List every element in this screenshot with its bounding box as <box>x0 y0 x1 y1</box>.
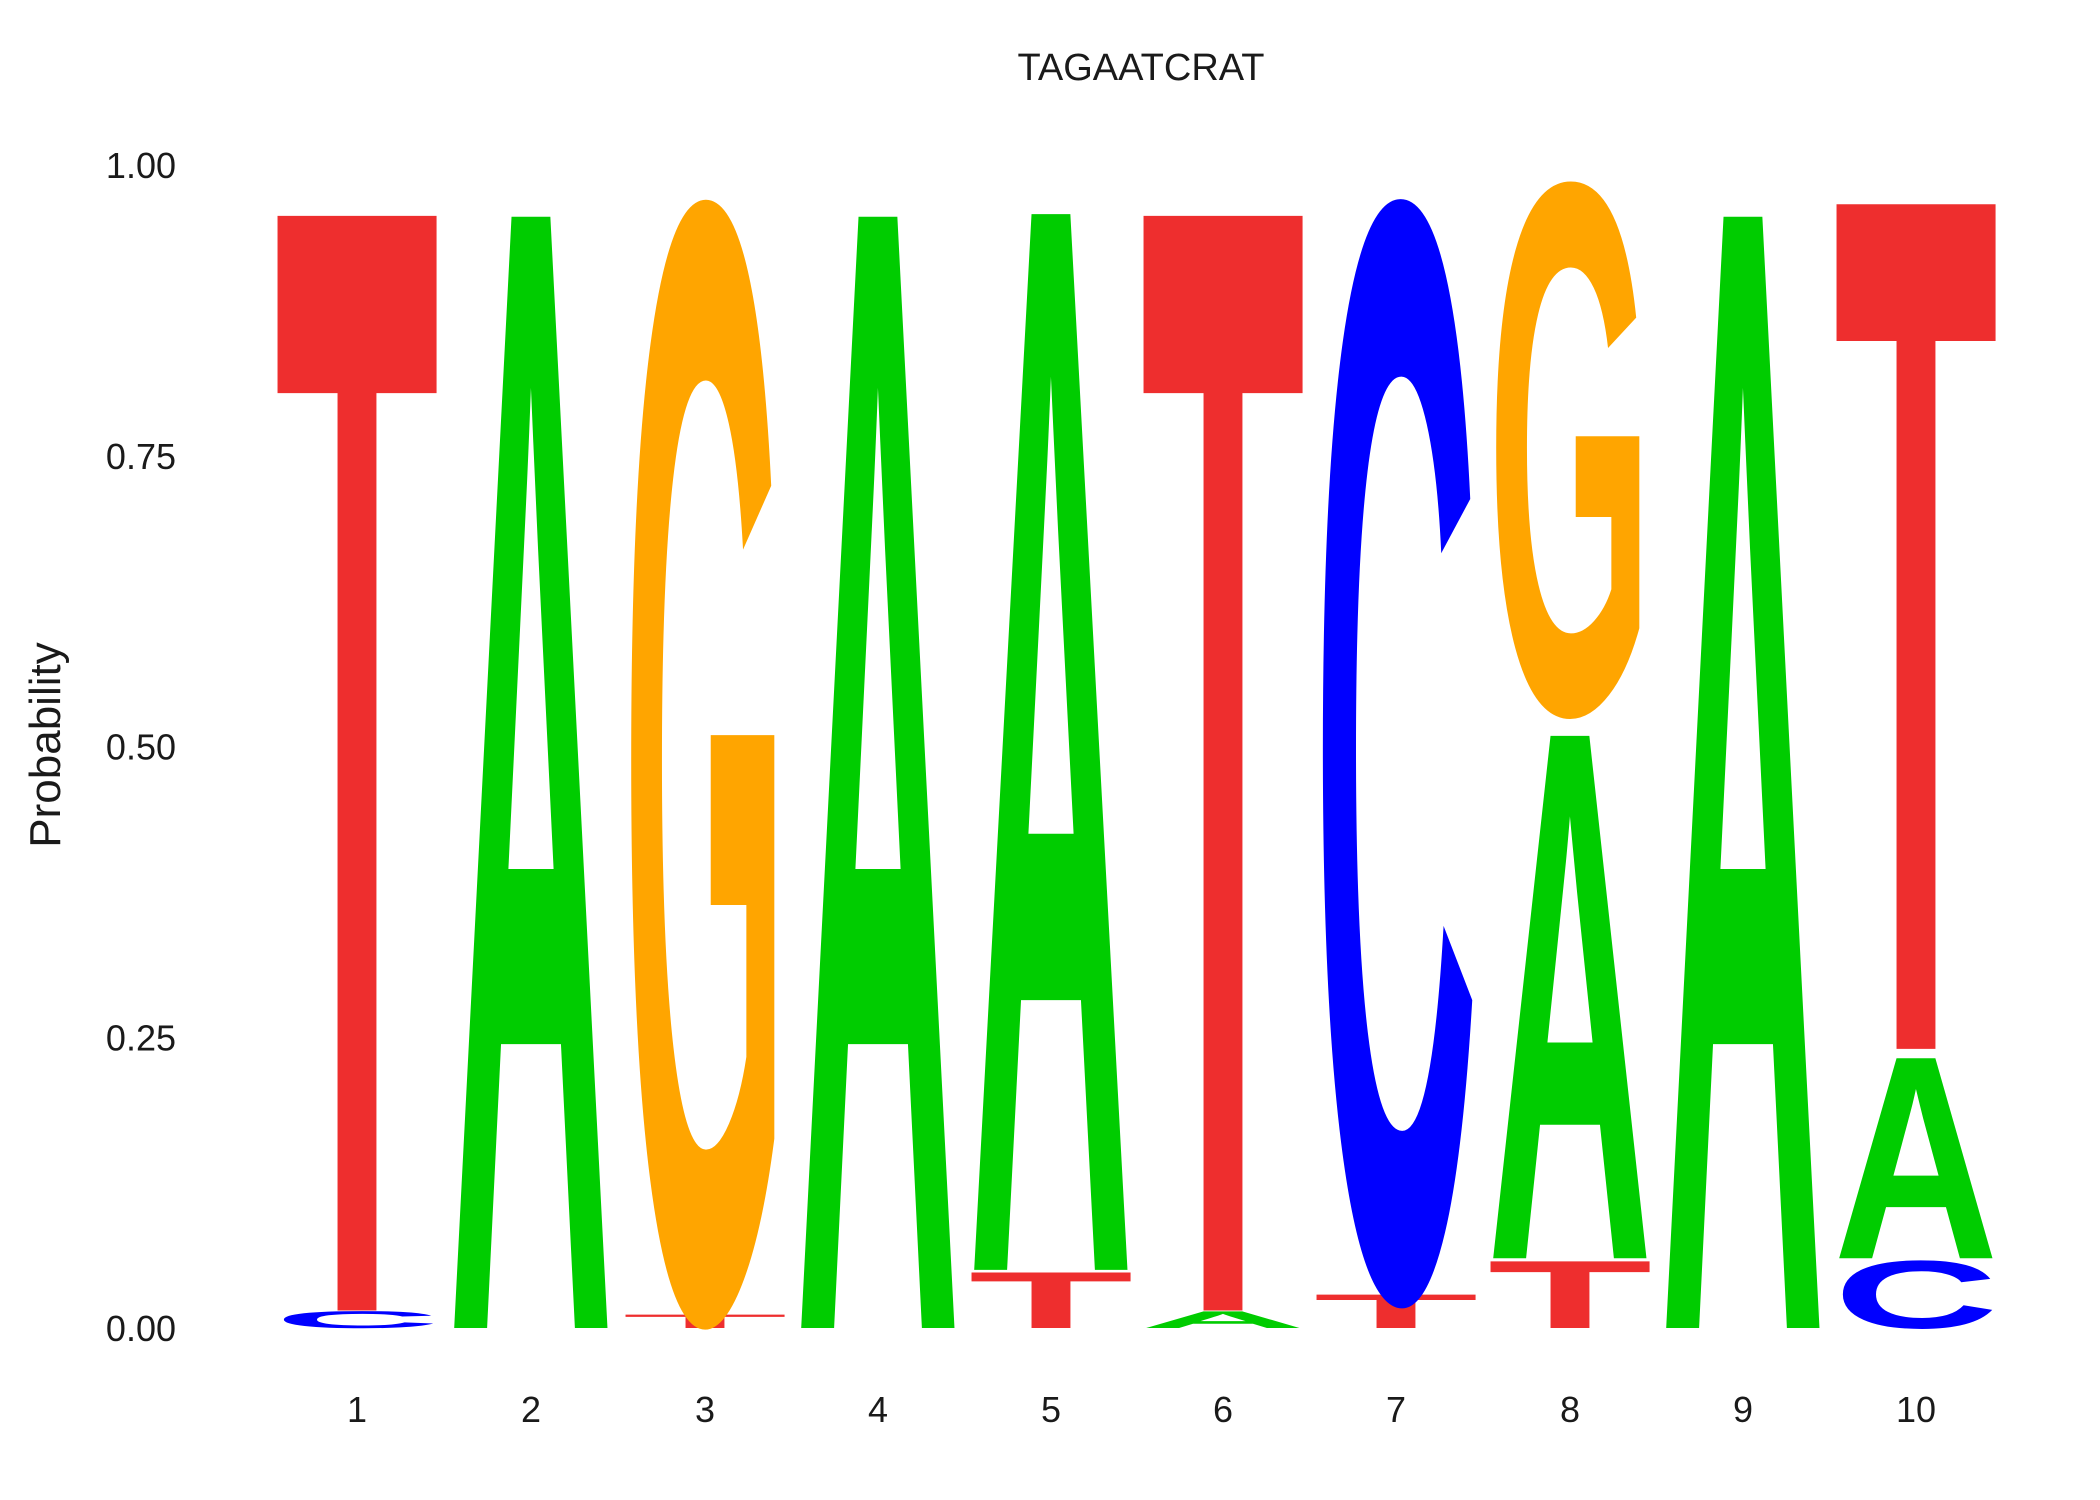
x-tick-label: 1 <box>347 1389 367 1430</box>
y-tick-label: 1.00 <box>106 145 176 186</box>
logo-letter-c: C <box>1834 1241 1999 1349</box>
x-tick-label: 3 <box>695 1389 715 1430</box>
y-tick-label: 0.00 <box>106 1308 176 1349</box>
logo-letter-t: T <box>1141 0 1306 1500</box>
x-tick-label: 4 <box>868 1389 888 1430</box>
chart-title: TAGAATCRAT <box>1018 47 1265 89</box>
y-tick-label: 0.25 <box>106 1017 176 1058</box>
logo-letter-t: T <box>623 1310 788 1332</box>
y-axis-ticks: 0.00 0.25 0.50 0.75 1.00 <box>106 145 176 1349</box>
x-tick-label: 8 <box>1560 1389 1580 1430</box>
logo-letter-g: G <box>623 0 788 1500</box>
y-tick-label: 0.75 <box>106 436 176 477</box>
logo-letter-t: T <box>275 0 440 1500</box>
logo-letter-t: T <box>1488 1240 1653 1348</box>
logo-letter-t: T <box>969 1255 1134 1345</box>
logo-letter-a: A <box>969 0 1134 1500</box>
x-tick-label: 7 <box>1386 1389 1406 1430</box>
y-tick-label: 0.50 <box>106 727 176 768</box>
x-tick-label: 9 <box>1733 1389 1753 1430</box>
logo-letters: CT A TG A TA AT TC TAG A CAT <box>275 0 1999 1500</box>
logo-letter-a: A <box>1488 572 1653 1420</box>
x-tick-label: 6 <box>1213 1389 1233 1430</box>
logo-letter-c: C <box>1314 0 1479 1500</box>
logo-letter-a: A <box>1661 0 1826 1500</box>
logo-letter-a: A <box>449 0 614 1500</box>
logo-letter-a: A <box>796 0 961 1500</box>
logo-letter-a: A <box>1141 1306 1306 1333</box>
logo-letter-a: A <box>1834 996 1999 1321</box>
logo-letter-c: C <box>275 1306 440 1333</box>
x-tick-label: 2 <box>521 1389 541 1430</box>
y-axis-label: Probability <box>21 642 70 847</box>
x-axis-ticks: 1 2 3 4 5 6 7 8 9 10 <box>347 1389 1936 1430</box>
logo-letter-t: T <box>1314 1284 1479 1338</box>
logo-letter-g: G <box>1488 25 1653 874</box>
x-tick-label: 10 <box>1896 1389 1936 1430</box>
x-tick-label: 5 <box>1041 1389 1061 1430</box>
logo-letter-t: T <box>1834 0 1999 1310</box>
